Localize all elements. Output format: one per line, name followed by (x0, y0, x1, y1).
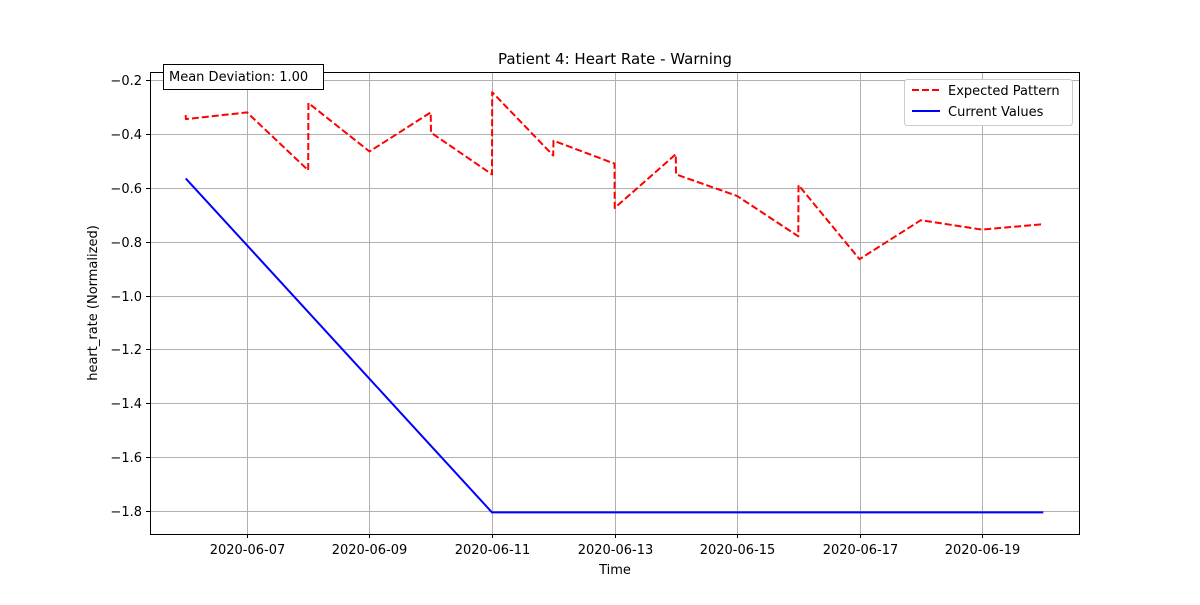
y-tick-label: −0.6 (110, 182, 142, 197)
y-axis: −1.8 −1.6 −1.4 −1.2 −1.0 −0.8 −0.6 −0.4 −0.2 (110, 74, 150, 520)
y-tick-label: −1.6 (110, 451, 142, 466)
series-line-expected-pattern (184, 91, 1044, 261)
x-tick-label: 2020-06-13 (578, 543, 654, 558)
x-tick-label: 2020-06-09 (332, 543, 408, 558)
y-tick-label: −1.0 (110, 290, 142, 305)
y-tick-label: −1.8 (110, 505, 142, 520)
legend-label-current: Current Values (948, 105, 1044, 120)
chart-title: Patient 4: Heart Rate - Warning (498, 50, 732, 68)
x-tick-label: 2020-06-11 (455, 543, 531, 558)
x-tick-label: 2020-06-17 (823, 543, 899, 558)
x-axis: 2020-06-07 2020-06-09 2020-06-11 2020-06-13… (210, 534, 1021, 558)
x-tick-label: 2020-06-19 (945, 543, 1021, 558)
annotation-box: Mean Deviation: 1.00 (163, 64, 324, 90)
annotation-text: Mean Deviation: 1.00 (169, 70, 308, 85)
x-tick-label: 2020-06-15 (700, 543, 776, 558)
y-tick-label: −0.8 (110, 236, 142, 251)
legend-label-expected: Expected Pattern (948, 84, 1060, 99)
series-line-current-values (184, 177, 1044, 514)
y-tick-label: −0.2 (110, 74, 142, 89)
y-tick-label: −0.4 (110, 128, 142, 143)
plot-area (184, 91, 1044, 514)
x-axis-label: Time (598, 563, 631, 578)
y-tick-label: −1.2 (110, 343, 142, 358)
y-tick-label: −1.4 (110, 397, 142, 412)
y-axis-label: heart_rate (Normalized) (86, 225, 101, 381)
legend-frame (904, 79, 1073, 126)
grid (150, 72, 1079, 534)
legend: Expected Pattern Current Values (904, 79, 1073, 126)
x-tick-label: 2020-06-07 (210, 543, 286, 558)
